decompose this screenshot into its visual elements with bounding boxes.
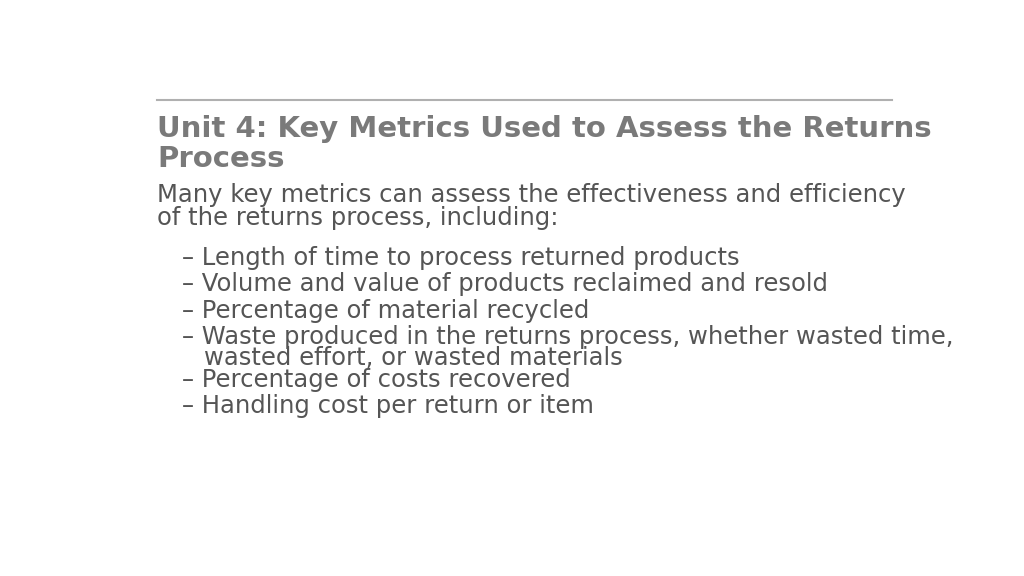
- Text: – Handling cost per return or item: – Handling cost per return or item: [182, 394, 594, 418]
- Text: of the returns process, including:: of the returns process, including:: [158, 206, 559, 230]
- Text: – Percentage of material recycled: – Percentage of material recycled: [182, 298, 590, 323]
- Text: – Length of time to process returned products: – Length of time to process returned pro…: [182, 246, 740, 270]
- Text: Process: Process: [158, 145, 285, 173]
- Text: Unit 4: Key Metrics Used to Assess the Returns: Unit 4: Key Metrics Used to Assess the R…: [158, 115, 932, 143]
- Text: – Volume and value of products reclaimed and resold: – Volume and value of products reclaimed…: [182, 272, 828, 297]
- Text: wasted effort, or wasted materials: wasted effort, or wasted materials: [204, 346, 623, 370]
- Text: Many key metrics can assess the effectiveness and efficiency: Many key metrics can assess the effectiv…: [158, 183, 906, 207]
- Text: – Percentage of costs recovered: – Percentage of costs recovered: [182, 368, 571, 392]
- Text: – Waste produced in the returns process, whether wasted time,: – Waste produced in the returns process,…: [182, 325, 953, 348]
